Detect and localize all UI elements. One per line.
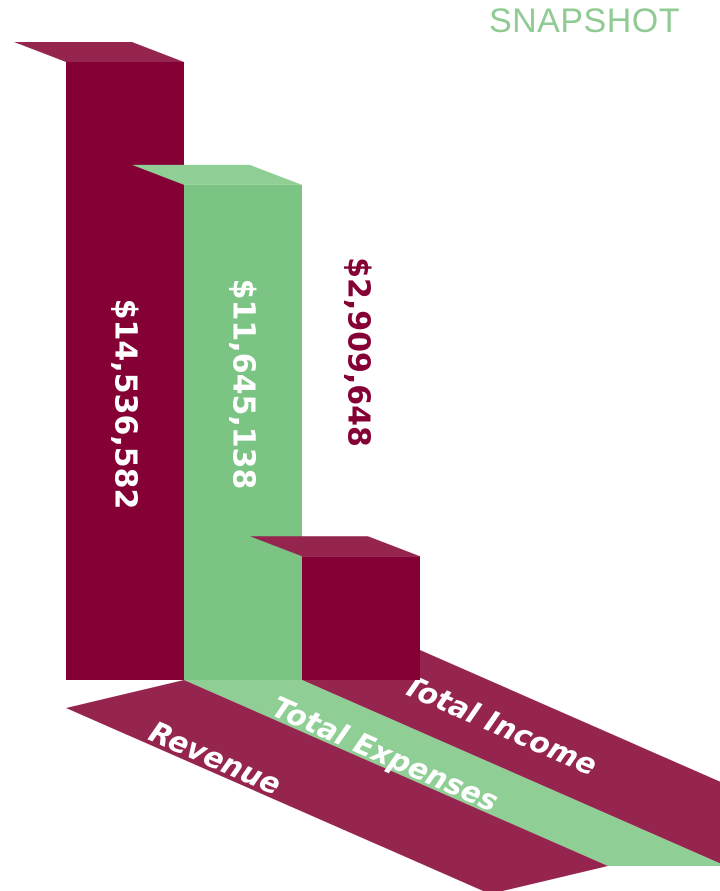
- value-label-revenue: $14,536,582: [108, 299, 143, 510]
- bar-top-total-expenses: [132, 164, 302, 185]
- bar-top-revenue: [14, 42, 184, 62]
- bar-revenue: [66, 62, 184, 680]
- bar-top-total-income: [250, 536, 420, 557]
- chart-title: SNAPSHOT: [489, 2, 680, 40]
- floor-total-expenses: [184, 680, 720, 866]
- value-label-total-expenses: $11,645,138: [226, 279, 261, 490]
- floor-revenue: [66, 680, 608, 891]
- bar-total-expenses: [184, 184, 302, 680]
- bar-total-income: [302, 556, 420, 680]
- value-label-total-income: $2,909,648: [341, 257, 376, 447]
- floor-total-income: [302, 650, 720, 864]
